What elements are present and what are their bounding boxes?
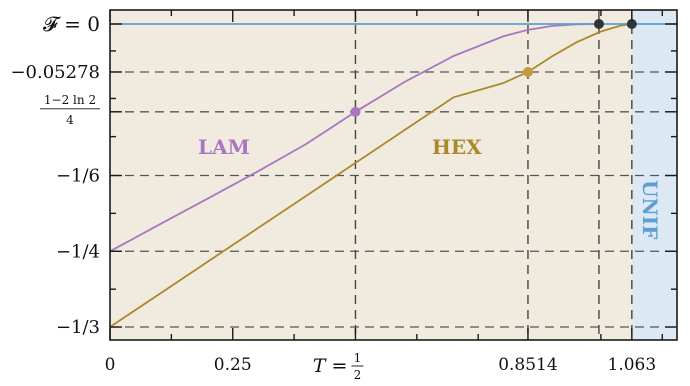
series-layer bbox=[109, 23, 677, 328]
x-tick-label: 1.063 bbox=[608, 355, 657, 375]
y-tick-label: −1/4 bbox=[56, 241, 100, 262]
series-line-hex bbox=[109, 23, 632, 328]
tick-labels: 0 0.25 T = 1 2 0.8514 1.063 𝓕 = 0 −0.05278 1−2 ln… bbox=[10, 12, 656, 382]
marker-layer bbox=[350, 19, 637, 117]
x-tick-label: 0 bbox=[105, 355, 116, 375]
data-point-marker bbox=[522, 66, 533, 77]
dashed-guide-lines bbox=[110, 10, 677, 340]
x-tick-label-frac-num: 1 bbox=[354, 351, 362, 365]
y-tick-label-frac-den: 4 bbox=[66, 113, 74, 127]
y-tick-label: −1/3 bbox=[56, 317, 100, 338]
y-tick-label: −0.05278 bbox=[10, 62, 100, 83]
data-point-marker bbox=[350, 106, 361, 117]
y-tick-label: −1/6 bbox=[56, 166, 100, 187]
series-label-hex: HEX bbox=[432, 135, 482, 159]
y-tick-label: 𝓕 = 0 bbox=[43, 12, 100, 36]
series-label-unif: UNIF bbox=[638, 180, 662, 239]
tick-marks bbox=[109, 10, 677, 340]
data-point-marker bbox=[626, 19, 637, 29]
series-label-lam: LAM bbox=[198, 135, 250, 159]
x-tick-label: 0.25 bbox=[214, 355, 252, 375]
data-point-marker bbox=[593, 19, 604, 29]
y-tick-label-frac-num: 1−2 ln 2 bbox=[44, 93, 96, 107]
series-line-lam bbox=[109, 23, 599, 253]
x-tick-label: T = bbox=[313, 355, 348, 377]
x-tick-label-frac-den: 2 bbox=[354, 368, 362, 382]
x-tick-label: 0.8514 bbox=[498, 355, 557, 375]
